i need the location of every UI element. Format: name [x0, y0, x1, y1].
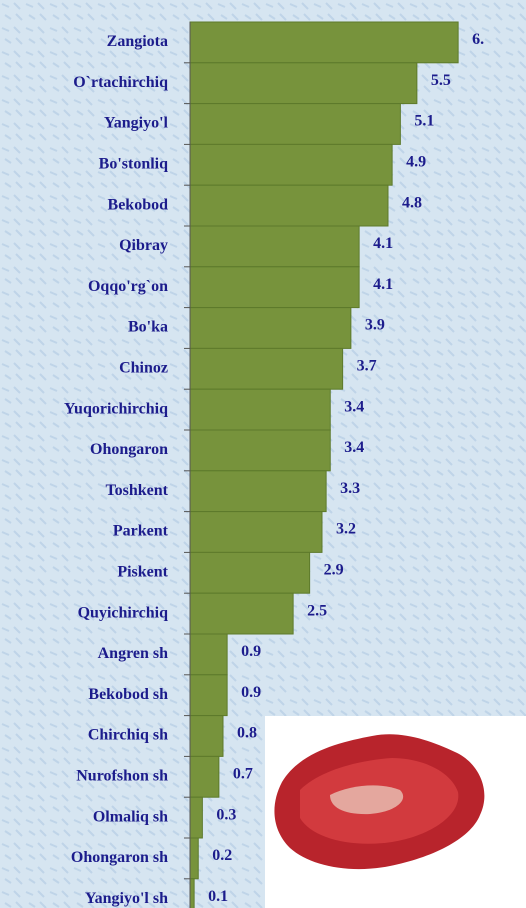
bar: [189, 796, 203, 839]
value-label: 4.9: [406, 153, 426, 170]
bar: [189, 347, 344, 390]
category-label: Qibray: [119, 237, 168, 254]
category-label: Piskent: [117, 563, 168, 580]
category-label: Quyichirchiq: [78, 604, 168, 621]
value-label: 3.4: [344, 439, 364, 456]
value-label: 4.1: [373, 276, 393, 293]
value-label: 3.2: [336, 521, 356, 538]
category-label: Chirchiq sh: [88, 727, 168, 744]
bar: [189, 103, 401, 145]
category-label: Yuqorichirchiq: [64, 400, 168, 417]
bar: [189, 266, 360, 309]
value-label: 6.: [472, 31, 484, 48]
bar: [189, 225, 360, 268]
value-label: 3.9: [365, 317, 385, 334]
bar: [189, 551, 311, 594]
value-label: 3.7: [357, 357, 377, 374]
bar: [189, 674, 228, 717]
bar: [189, 715, 224, 757]
value-label: 4.8: [402, 194, 422, 211]
value-label: 2.9: [324, 561, 344, 578]
bar: [189, 429, 331, 472]
value-label: 4.1: [373, 235, 393, 252]
value-label: 3.4: [344, 398, 364, 415]
category-label: Yangiyo'l sh: [85, 890, 168, 907]
category-label: Nurofshon sh: [76, 767, 168, 784]
value-label: 0.2: [212, 847, 232, 864]
bar: [189, 592, 294, 635]
value-label: 0.8: [237, 725, 257, 742]
category-label: Zangiota: [107, 33, 168, 50]
value-label: 5.5: [431, 72, 451, 89]
category-label: Chinoz: [119, 359, 168, 376]
bar: [189, 878, 195, 908]
bar: [189, 184, 389, 227]
value-label: 0.9: [241, 643, 261, 660]
value-label: 0.3: [216, 806, 236, 823]
bar: [189, 511, 323, 553]
category-label: Bo'stonliq: [99, 155, 168, 172]
category-label: Bekobod sh: [88, 686, 168, 703]
value-label: 3.3: [340, 480, 360, 497]
bar: [189, 143, 393, 186]
value-label: 5.1: [414, 113, 434, 130]
bar: [189, 62, 418, 105]
bar: [189, 21, 459, 64]
category-label: Angren sh: [98, 645, 168, 662]
bar: [189, 755, 220, 798]
plot: Zangiota 6. O`rtachirchiq 5.5 Yangiyo'l 5.1 Bo…: [64, 21, 484, 908]
value-label: 0.1: [208, 888, 228, 905]
category-label: Olmaliq sh: [93, 808, 168, 825]
category-label: Parkent: [113, 523, 169, 540]
value-label: 0.9: [241, 684, 261, 701]
category-label: Ohongaron sh: [71, 849, 168, 866]
bar: [189, 470, 327, 513]
value-label: 0.7: [233, 765, 253, 782]
meat-photo: [265, 716, 526, 908]
bar: [189, 633, 228, 676]
bar: [189, 307, 352, 349]
category-label: O`rtachirchiq: [73, 74, 168, 91]
bar: [189, 388, 331, 431]
category-label: Bekobod: [108, 196, 169, 213]
bar: [189, 837, 199, 880]
category-label: Oqqo'rg`on: [88, 278, 168, 295]
category-label: Bo'ka: [128, 319, 168, 336]
category-label: Toshkent: [105, 482, 168, 499]
category-label: Yangiyo'l: [104, 115, 169, 132]
value-label: 2.5: [307, 602, 327, 619]
category-label: Ohongaron: [90, 441, 168, 458]
